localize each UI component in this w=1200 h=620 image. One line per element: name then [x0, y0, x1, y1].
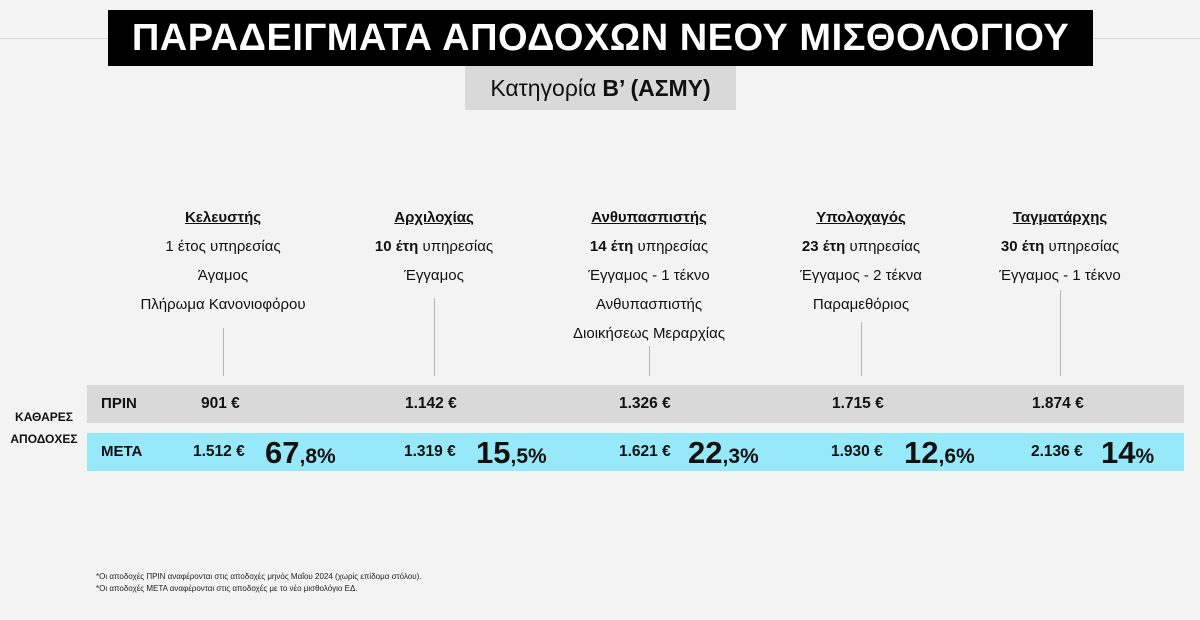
salary-after-value: 1.512 €	[193, 443, 245, 460]
family-status: Έγγαμος - 1 τέκνο	[588, 267, 710, 284]
salary-before-value: 1.715 €	[832, 395, 884, 412]
rank-label: Ανθυπασπιστής	[591, 209, 707, 226]
increase-percentage: 12,6%	[904, 435, 975, 470]
detail-line: Παραμεθόριος	[812, 296, 910, 313]
rank-label: Αρχιλοχίας	[394, 209, 474, 226]
page-title-bar: ΠΑΡΑΔΕΙΓΜΑΤΑ ΑΠΟΔΟΧΩΝ ΝΕΟΥ ΜΙΣΘΟΛΟΓΙΟΥ	[108, 10, 1093, 66]
rank-label: Ταγματάρχης	[1012, 209, 1108, 226]
example-column-1: Κελευστής 1 έτος υπηρεσίας Άγαμος Πλήρωμ…	[93, 203, 353, 319]
increase-percentage: 14%	[1101, 435, 1155, 470]
increase-percentage: 67,8%	[265, 435, 336, 470]
salary-before-value: 1.326 €	[619, 395, 671, 412]
after-label: ΜΕΤΑ	[101, 443, 143, 460]
rank-label: Κελευστής	[184, 209, 262, 226]
footnote-before: *Οι αποδοχές ΠΡΙΝ αναφέρονται στις αποδο…	[96, 572, 422, 581]
years-of-service: 30 έτη υπηρεσίας	[1000, 238, 1120, 255]
subtitle-prefix: Κατηγορία	[490, 74, 597, 101]
years-of-service: 10 έτη υπηρεσίας	[374, 238, 494, 255]
salary-after-row: ΜΕΤΑ 1.512 € 1.319 € 1.621 € 1.930 € 2.1…	[87, 433, 1184, 471]
before-label: ΠΡΙΝ	[101, 395, 137, 412]
connector-line	[649, 346, 650, 376]
increase-percentage: 15,5%	[476, 435, 547, 470]
salary-before-value: 1.874 €	[1032, 395, 1084, 412]
connector-line	[861, 322, 862, 376]
footnote-after: *Οι αποδοχές ΜΕΤΑ αναφέρονται στις αποδο…	[96, 584, 358, 593]
salary-before-value: 901 €	[201, 395, 240, 412]
family-status: Άγαμος	[197, 267, 249, 284]
connector-line	[434, 298, 435, 376]
connector-line	[1060, 290, 1061, 376]
page-title: ΠΑΡΑΔΕΙΓΜΑΤΑ ΑΠΟΔΟΧΩΝ ΝΕΟΥ ΜΙΣΘΟΛΟΓΙΟΥ	[131, 16, 1070, 59]
detail-line: Ανθυπασπιστής	[595, 296, 703, 313]
example-column-2: Αρχιλοχίας 10 έτη υπηρεσίας Έγγαμος	[304, 203, 564, 290]
family-status: Έγγαμος - 2 τέκνα	[800, 267, 922, 284]
years-of-service: 14 έτη υπηρεσίας	[589, 238, 709, 255]
category-subtitle: Κατηγορία Β’ (ΑΣΜΥ)	[465, 66, 736, 110]
footnotes: *Οι αποδοχές ΠΡΙΝ αναφέρονται στις αποδο…	[96, 571, 422, 595]
rank-label: Υπολοχαγός	[816, 209, 906, 226]
subtitle-category: Β’ (ΑΣΜΥ)	[602, 74, 711, 101]
example-column-5: Ταγματάρχης 30 έτη υπηρεσίας Έγγαμος - 1…	[930, 203, 1190, 290]
net-salary-label: ΚΑΘΑΡΕΣ ΑΠΟΔΟΧΕΣ	[10, 410, 78, 446]
salary-before-row: ΠΡΙΝ 901 € 1.142 € 1.326 € 1.715 € 1.874…	[87, 385, 1184, 423]
increase-percentage: 22,3%	[688, 435, 759, 470]
example-column-4: Υπολοχαγός 23 έτη υπηρεσίας Έγγαμος - 2 …	[731, 203, 991, 319]
salary-after-value: 1.319 €	[404, 443, 456, 460]
salary-after-value: 1.621 €	[619, 443, 671, 460]
example-column-3: Ανθυπασπιστής 14 έτη υπηρεσίας Έγγαμος -…	[519, 203, 779, 348]
detail-line-2: Διοικήσεως Μεραρχίας	[573, 325, 725, 342]
salary-after-value: 2.136 €	[1031, 443, 1083, 460]
years-of-service: 23 έτη υπηρεσίας	[801, 238, 921, 255]
years-of-service: 1 έτος υπηρεσίας	[165, 238, 281, 255]
family-status: Έγγαμος	[404, 267, 464, 284]
detail-line: Πλήρωμα Κανονιοφόρου	[140, 296, 306, 313]
connector-line	[223, 328, 224, 376]
family-status: Έγγαμος - 1 τέκνο	[999, 267, 1121, 284]
salary-after-value: 1.930 €	[831, 443, 883, 460]
salary-before-value: 1.142 €	[405, 395, 457, 412]
